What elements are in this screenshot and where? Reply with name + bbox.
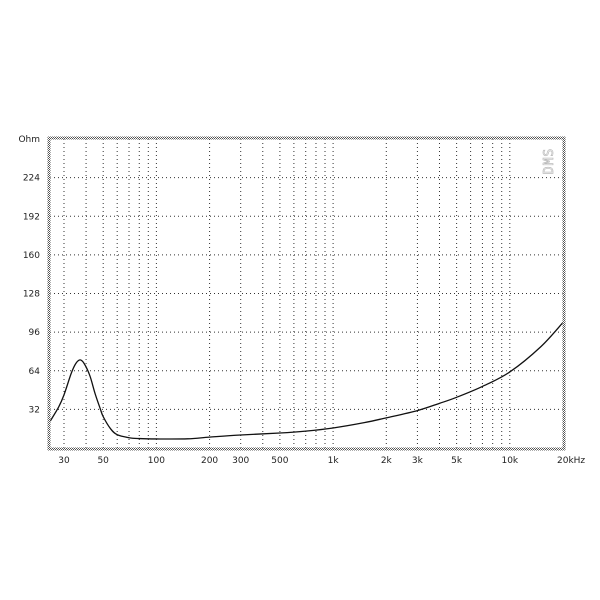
y-tick-label: 32 <box>29 405 40 415</box>
plot-frame <box>47 136 566 451</box>
series-line-group <box>49 322 564 440</box>
y-tick-label: Ohm <box>18 135 40 145</box>
x-tick-label: 500 <box>271 456 288 466</box>
x-tick-label: 10k <box>501 456 518 466</box>
y-tick-label: 128 <box>23 290 40 300</box>
grid <box>50 139 563 448</box>
x-tick-label: 50 <box>97 456 109 466</box>
x-axis: 30 50 100 200 300 500 1k 2k 3k 5k 10k 20kHz <box>58 456 585 466</box>
impedance-curve <box>49 322 564 440</box>
y-tick-label: 192 <box>23 212 40 222</box>
x-tick-label: 200 <box>201 456 218 466</box>
x-tick-label: 2k <box>381 456 393 466</box>
y-axis: Ohm 224 192 160 128 96 64 32 <box>18 135 40 415</box>
plot-border <box>47 136 566 451</box>
x-tick-label: 300 <box>232 456 249 466</box>
watermark: DMS <box>542 148 557 174</box>
x-tick-label: 20kHz <box>557 456 585 466</box>
x-tick-label: 5k <box>451 456 463 466</box>
y-tick-label: 64 <box>29 367 41 377</box>
y-tick-label: 224 <box>23 174 40 184</box>
x-tick-label: 100 <box>148 456 165 466</box>
x-tick-label: 1k <box>328 456 340 466</box>
x-tick-label: 30 <box>58 456 70 466</box>
y-tick-label: 160 <box>23 251 40 261</box>
x-tick-label: 3k <box>412 456 424 466</box>
y-tick-label: 96 <box>29 328 41 338</box>
